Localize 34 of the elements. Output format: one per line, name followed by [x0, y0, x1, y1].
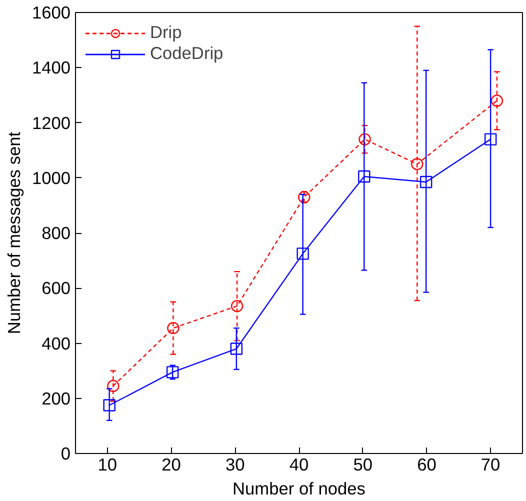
x-tick-label: 50 — [353, 454, 372, 474]
x-tick-label: 60 — [417, 454, 436, 474]
x-tick-label: 70 — [480, 454, 500, 474]
y-tick-label: 1200 — [32, 112, 71, 133]
x-tick-label: 20 — [162, 454, 181, 474]
point — [490, 94, 504, 107]
point — [358, 170, 370, 183]
y-tick-label: 1000 — [32, 168, 71, 188]
y-tick-label: 600 — [42, 278, 71, 298]
legend-label: CodeDrip — [150, 43, 224, 64]
y-tick-label: 0 — [60, 444, 71, 464]
point — [166, 366, 179, 378]
point — [420, 176, 432, 188]
x-tick-label: 10 — [98, 454, 118, 474]
x-axis-title: Number of nodes — [232, 478, 366, 498]
y-tick-label: 200 — [42, 388, 71, 408]
point — [107, 380, 120, 392]
point — [296, 248, 309, 260]
legend-label: Drip — [150, 22, 182, 43]
x-tick-label: 30 — [226, 454, 245, 474]
y-tick-label: 1400 — [32, 58, 71, 78]
point — [103, 399, 116, 412]
point — [298, 191, 310, 204]
y-axis-title: Number of messages sent — [4, 132, 24, 334]
point — [358, 133, 371, 146]
point — [167, 322, 180, 334]
x-tick-label: 40 — [289, 454, 309, 474]
point — [230, 342, 243, 355]
y-tick-label: 400 — [42, 333, 71, 354]
y-tick-label: 800 — [42, 223, 71, 243]
point — [484, 133, 497, 146]
point — [230, 300, 244, 312]
point — [411, 158, 424, 170]
y-tick-label: 1600 — [32, 2, 71, 22]
